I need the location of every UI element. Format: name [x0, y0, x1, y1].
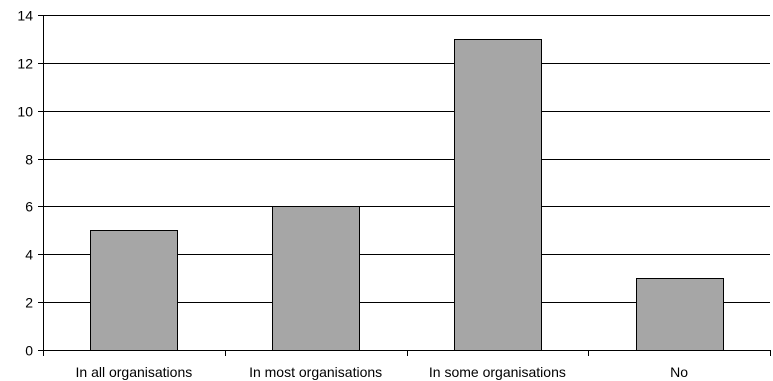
y-tick-label: 0 — [25, 343, 33, 359]
bar — [454, 39, 542, 351]
bars — [90, 39, 724, 351]
bar — [636, 278, 724, 351]
y-tick-label: 8 — [25, 152, 33, 168]
bar — [272, 206, 360, 351]
x-category-label: In all organisations — [76, 364, 193, 380]
y-tick-label: 14 — [17, 8, 33, 24]
y-tick-label: 10 — [17, 104, 33, 120]
x-category-label: In most organisations — [249, 364, 382, 380]
y-tick-label: 4 — [25, 247, 33, 263]
y-tick-label: 12 — [17, 56, 33, 72]
bar — [90, 230, 178, 351]
x-category-label: No — [670, 364, 688, 380]
y-tick-label: 2 — [25, 295, 33, 311]
axes — [38, 15, 771, 356]
y-tick-labels: 0 2 4 6 8 10 12 14 — [17, 8, 33, 359]
x-category-labels: In all organisations In most organisation… — [76, 364, 689, 380]
y-tick-label: 6 — [25, 199, 33, 215]
x-category-label: In some organisations — [429, 364, 566, 380]
